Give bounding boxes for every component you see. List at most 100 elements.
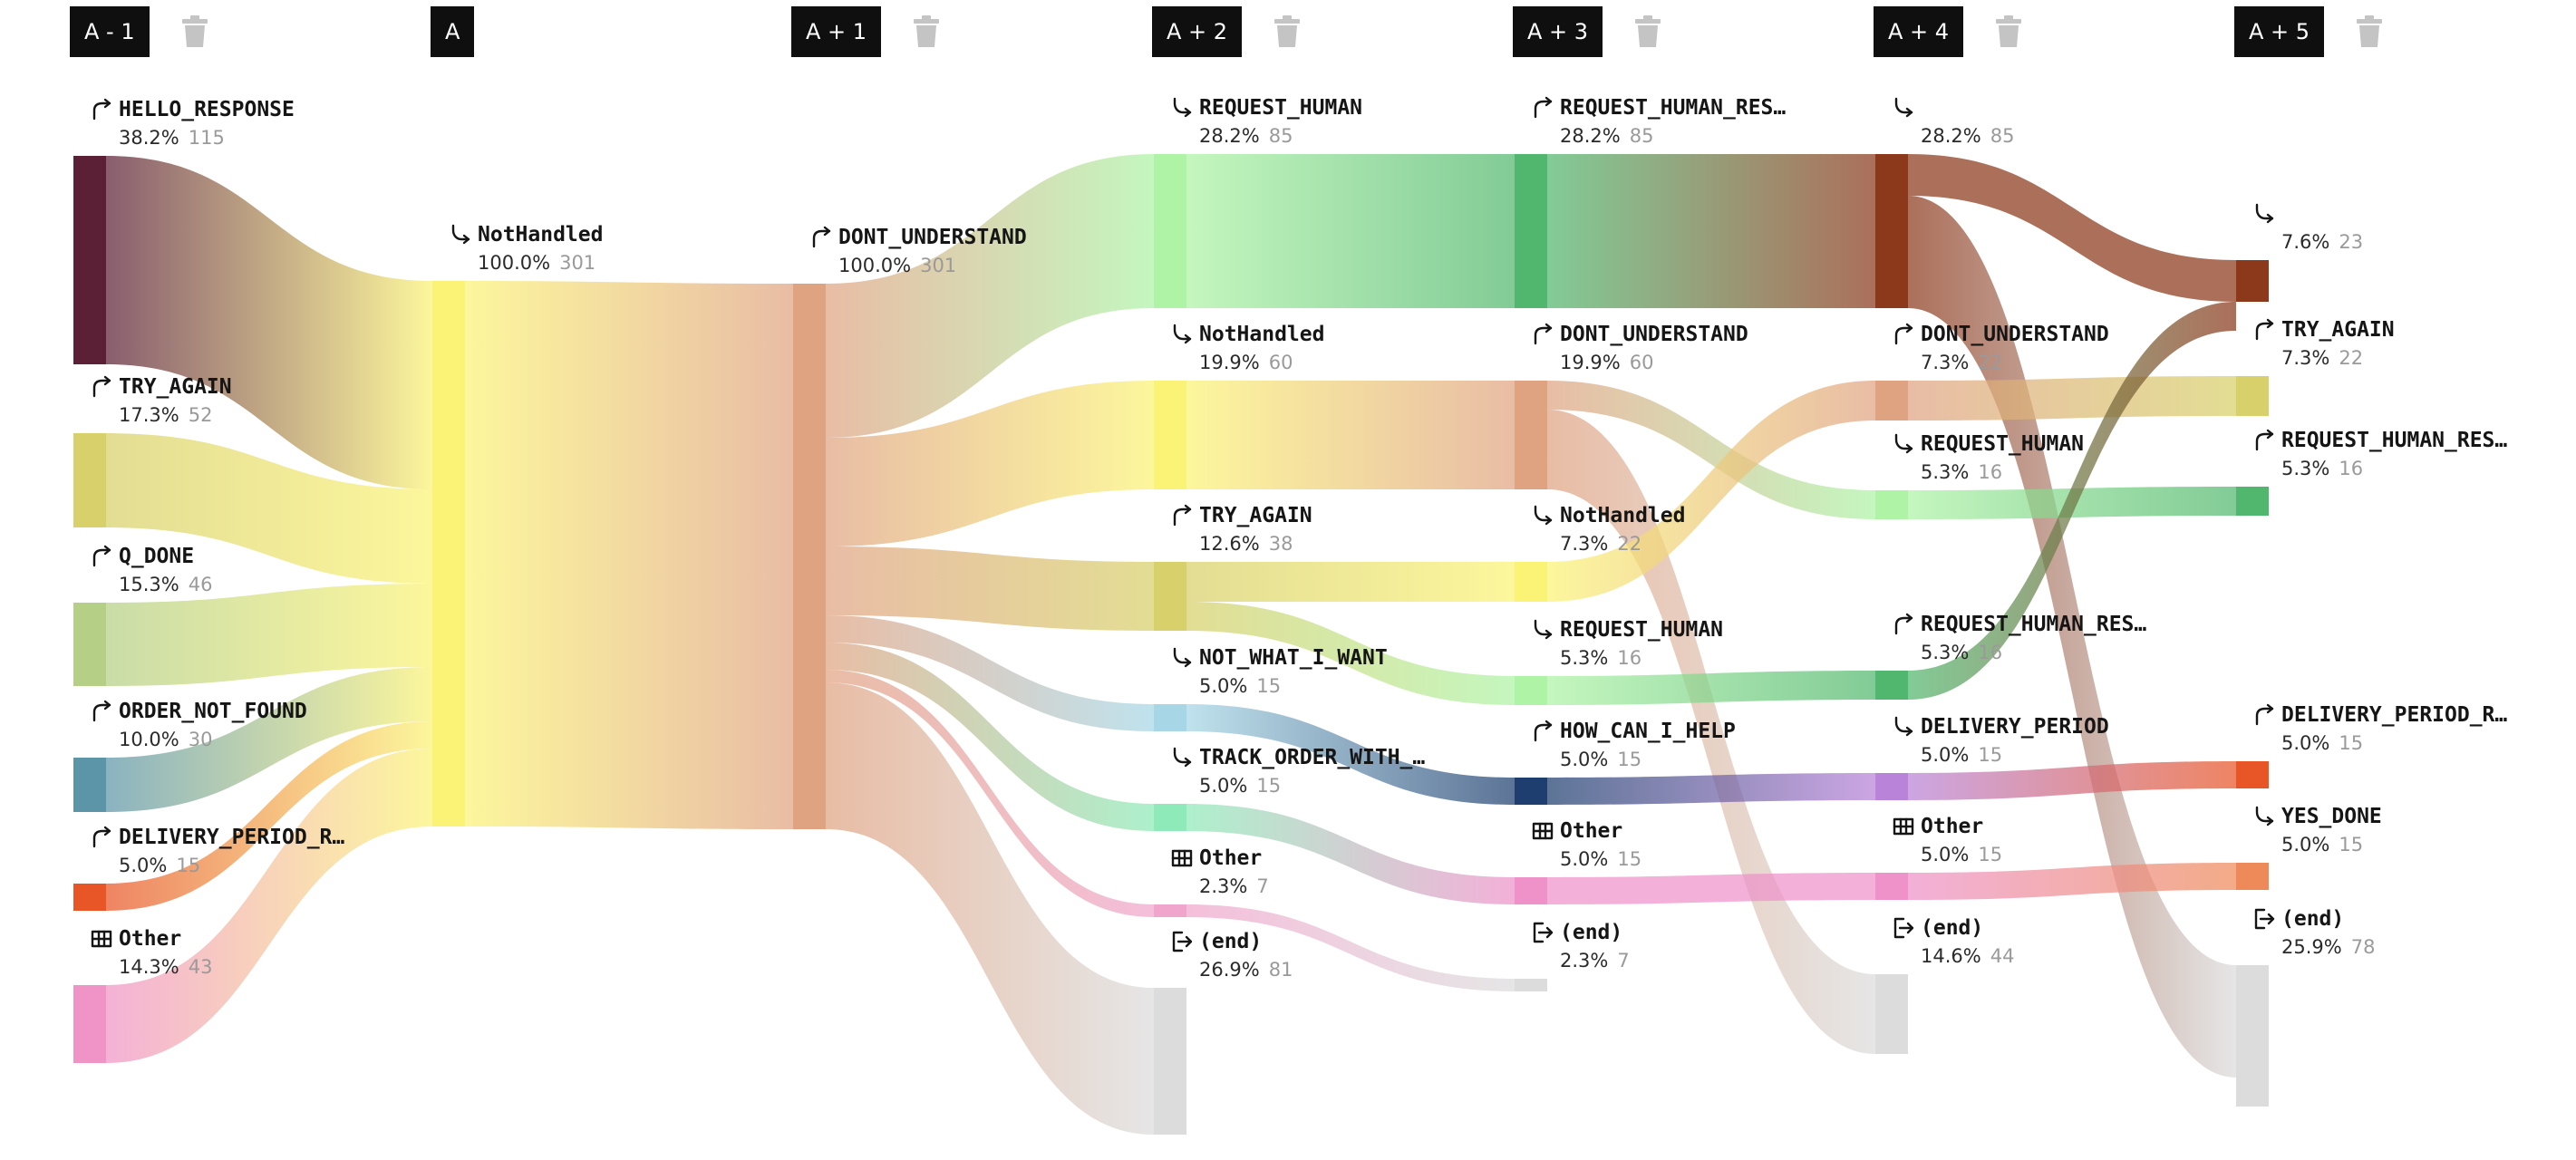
column-header-a-plus-3[interactable]: A + 3 <box>1513 6 1603 57</box>
node-label-a-5-request-human-res[interactable]: REQUEST_HUMAN_RES… 5.3% 16 <box>2252 429 2507 478</box>
node-bar-a-4-delivery-period[interactable] <box>1875 773 1908 800</box>
flow-a-2-rh-to-rhr[interactable] <box>1186 154 1515 308</box>
node-bar-a-3-nothandled[interactable] <box>1515 562 1547 602</box>
flow-a-4-dp-to-dpr[interactable] <box>1908 761 2236 800</box>
node-label-a-1-other[interactable]: Other 14.3% 43 <box>90 927 212 977</box>
node-bar-a-4-end[interactable] <box>1875 974 1908 1054</box>
node-label-a-5-yes-done[interactable]: YES_DONE 5.0% 15 <box>2252 805 2382 855</box>
node-label-a-1-hello-response[interactable]: HELLO_RESPONSE 38.2% 115 <box>90 98 295 148</box>
node-label-a-4-dont-understand[interactable]: DONT_UNDERSTAND 7.3% 22 <box>1892 323 2109 372</box>
node-label-a-2-track-order-with[interactable]: TRACK_ORDER_WITH_… 5.0% 15 <box>1170 746 1425 796</box>
flow-a-1-du-to-ta[interactable] <box>826 546 1154 631</box>
delete-column-button-a-1[interactable] <box>179 14 211 50</box>
node-label-a-2-nothandled[interactable]: NotHandled 19.9% 60 <box>1170 323 1324 372</box>
node-label-a-4-request-human[interactable]: REQUEST_HUMAN 5.3% 16 <box>1892 432 2084 482</box>
node-bar-a-2-other[interactable] <box>1154 904 1186 917</box>
node-bar-a-2-end[interactable] <box>1154 988 1186 1135</box>
node-label-a-1-dont-understand[interactable]: DONT_UNDERSTAND 100.0% 301 <box>809 226 1027 276</box>
flow-a-3-rhr-to-c[interactable] <box>1547 154 1875 308</box>
flow-a-nh-to-du[interactable] <box>465 281 793 829</box>
node-label-a-5-delivery-period-r[interactable]: DELIVERY_PERIOD_R… 5.0% 15 <box>2252 703 2507 753</box>
node-bar-a-4-other[interactable] <box>1875 873 1908 900</box>
node-label-a-3-request-human[interactable]: REQUEST_HUMAN 5.3% 16 <box>1531 618 1723 668</box>
node-bar-a-2-request-human[interactable] <box>1154 154 1186 308</box>
flow-a-3-nh-to-du[interactable] <box>1547 381 1875 602</box>
delete-column-button-a-2[interactable] <box>1271 14 1303 50</box>
flow-a-1-oth-to-nh[interactable] <box>106 749 432 1063</box>
node-label-a-1-q-done[interactable]: Q_DONE 15.3% 46 <box>90 545 212 594</box>
node-label-a-2-end[interactable]: (end) 26.9% 81 <box>1170 930 1293 980</box>
delete-column-button-a-3[interactable] <box>1632 14 1664 50</box>
node-label-a-3-end[interactable]: (end) 2.3% 7 <box>1531 921 1630 971</box>
node-label-a-2-not-what-i-want[interactable]: NOT_WHAT_I_WANT 5.0% 15 <box>1170 646 1388 696</box>
flow-a-1-du-to-rh[interactable] <box>826 154 1154 438</box>
node-bar-a-3-end[interactable] <box>1515 979 1547 991</box>
flow-a-1-qd-to-nh[interactable] <box>106 584 432 686</box>
node-label-a-1-delivery-period-r[interactable]: DELIVERY_PERIOD_R… 5.0% 15 <box>90 826 344 875</box>
flow-a-3-du-to-end[interactable] <box>1547 410 1875 1054</box>
node-bar-a-1-order-not-found[interactable] <box>73 758 106 812</box>
column-header-a[interactable]: A <box>431 6 475 57</box>
flow-a-1-du-to-tow[interactable] <box>826 643 1154 831</box>
node-label-a-nothandled[interactable]: NotHandled 100.0% 301 <box>449 223 603 273</box>
node-label-a-4-delivery-period[interactable]: DELIVERY_PERIOD 5.0% 15 <box>1892 715 2109 765</box>
node-bar-a-3-dont-understand[interactable] <box>1515 381 1547 489</box>
node-bar-a-2-not-what-i-want[interactable] <box>1154 704 1186 731</box>
flow-a-1-ta-to-nh[interactable] <box>106 433 432 584</box>
column-header-a-minus-1[interactable]: A - 1 <box>70 6 150 57</box>
flow-a-3-oth-to-oth[interactable] <box>1547 873 1875 904</box>
node-bar-a-5-c[interactable] <box>2236 260 2269 302</box>
flow-a-4-c-to-c[interactable] <box>1908 154 2236 302</box>
flow-a-4-c-to-end[interactable] <box>1908 196 2236 1078</box>
node-bar-a-2-track-order-with[interactable] <box>1154 804 1186 831</box>
delete-column-button-a-4[interactable] <box>1992 14 2025 50</box>
flow-a-2-oth-to-end[interactable] <box>1186 904 1515 991</box>
node-label-a-4-request-human-res[interactable]: REQUEST_HUMAN_RES… 5.3% 16 <box>1892 613 2146 662</box>
delete-column-button-a-1[interactable] <box>910 14 943 50</box>
node-label-a-3-nothandled[interactable]: NotHandled 7.3% 22 <box>1531 504 1685 554</box>
flow-a-3-hch-to-dp[interactable] <box>1547 773 1875 805</box>
node-bar-a-5-yes-done[interactable] <box>2236 863 2269 890</box>
flow-a-4-du-to-ta[interactable] <box>1908 376 2236 420</box>
node-bar-a-1-q-done[interactable] <box>73 603 106 686</box>
flow-a-3-du-to-rh[interactable] <box>1547 381 1875 519</box>
node-bar-a-1-other[interactable] <box>73 985 106 1063</box>
node-bar-a-5-request-human-res[interactable] <box>2236 487 2269 516</box>
node-bar-a-5-delivery-period-r[interactable] <box>2236 761 2269 788</box>
flow-a-2-nh-to-du[interactable] <box>1186 381 1515 489</box>
node-bar-a-3-other[interactable] <box>1515 877 1547 904</box>
column-header-a-plus-1[interactable]: A + 1 <box>791 6 882 57</box>
flow-a-1-onf-to-nh[interactable] <box>106 667 432 812</box>
node-label-a-3-how-can-i-help[interactable]: HOW_CAN_I_HELP 5.0% 15 <box>1531 720 1736 769</box>
flow-a-1-du-to-nw[interactable] <box>826 615 1154 731</box>
node-label-a-1-order-not-found[interactable]: ORDER_NOT_FOUND 10.0% 30 <box>90 700 307 749</box>
node-bar-a-2-try-again[interactable] <box>1154 562 1186 631</box>
column-header-a-plus-2[interactable]: A + 2 <box>1152 6 1243 57</box>
flow-a-2-tow-to-oth[interactable] <box>1186 804 1515 904</box>
delete-column-button-a-5[interactable] <box>2353 14 2386 50</box>
node-label-a-5-c[interactable]: 7.6% 23 <box>2252 202 2363 252</box>
node-bar-a-3-how-can-i-help[interactable] <box>1515 778 1547 805</box>
node-label-a-2-request-human[interactable]: REQUEST_HUMAN 28.2% 85 <box>1170 96 1362 146</box>
node-label-a-1-try-again[interactable]: TRY_AGAIN 17.3% 52 <box>90 375 232 425</box>
column-header-a-plus-5[interactable]: A + 5 <box>2234 6 2325 57</box>
node-label-a-4-end[interactable]: (end) 14.6% 44 <box>1892 916 2014 966</box>
node-label-a-4-other[interactable]: Other 5.0% 15 <box>1892 815 2002 865</box>
flow-a-1-dpr-to-nh[interactable] <box>106 721 432 911</box>
node-bar-a-1-delivery-period-r[interactable] <box>73 884 106 911</box>
node-label-a-3-other[interactable]: Other 5.0% 15 <box>1531 819 1641 869</box>
node-label-a-3-request-human-res[interactable]: REQUEST_HUMAN_RES… 28.2% 85 <box>1531 96 1786 146</box>
node-bar-a-5-end[interactable] <box>2236 965 2269 1107</box>
node-bar-a-3-request-human-res[interactable] <box>1515 154 1547 308</box>
node-bar-a-1-hello-response[interactable] <box>73 156 106 364</box>
flow-a-2-nw-to-hch[interactable] <box>1186 704 1515 805</box>
node-label-a-3-dont-understand[interactable]: DONT_UNDERSTAND 19.9% 60 <box>1531 323 1748 372</box>
node-bar-a-1-dont-understand[interactable] <box>793 284 826 829</box>
flow-a-3-rh-to-rhr[interactable] <box>1547 671 1875 705</box>
node-bar-a-3-request-human[interactable] <box>1515 676 1547 705</box>
flow-a-4-rhr-to-c[interactable] <box>1908 302 2236 700</box>
node-bar-a-2-nothandled[interactable] <box>1154 381 1186 489</box>
flow-a-1-du-to-nh[interactable] <box>826 381 1154 546</box>
node-label-a-2-try-again[interactable]: TRY_AGAIN 12.6% 38 <box>1170 504 1312 554</box>
flow-a-4-oth-to-yd[interactable] <box>1908 863 2236 900</box>
